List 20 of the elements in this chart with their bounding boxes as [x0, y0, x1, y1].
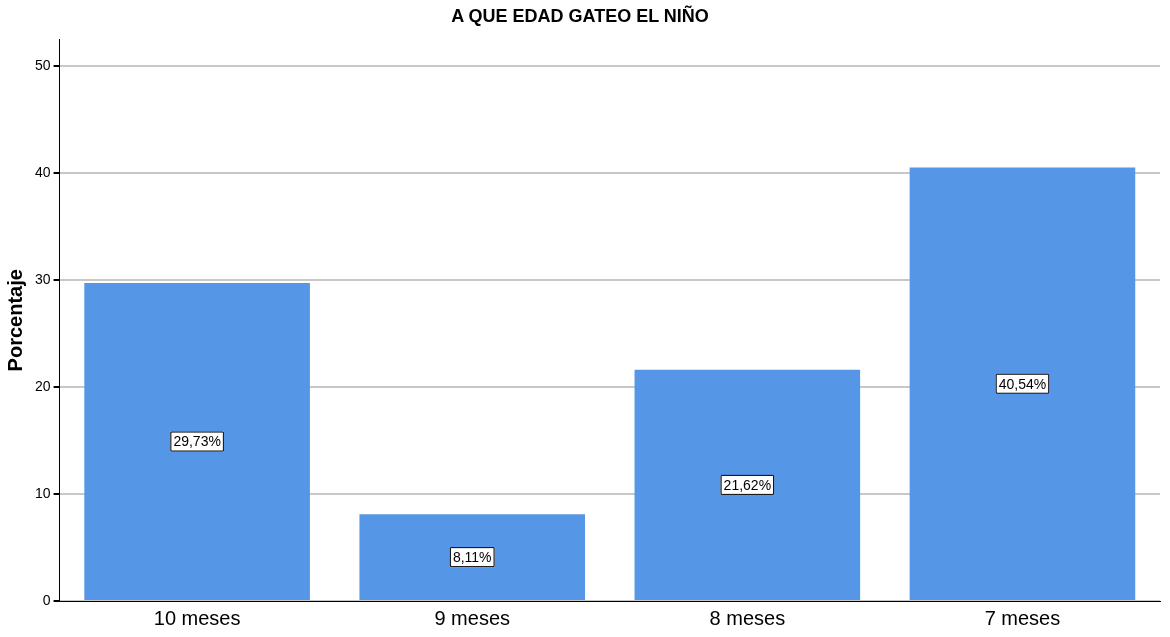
- bar: [359, 514, 586, 600]
- y-tick-label: 40: [34, 164, 51, 181]
- y-tick-label: 0: [42, 591, 51, 608]
- x-tick-label: 10 meses: [153, 606, 241, 629]
- bar: [634, 369, 861, 600]
- data-label: 8,11%: [452, 549, 492, 565]
- y-tick-label: 50: [34, 57, 51, 74]
- data-label: 29,73%: [173, 433, 221, 450]
- y-tick-label: 10: [34, 484, 51, 501]
- y-axis-title: Porcentaje: [3, 269, 26, 372]
- bar: [84, 283, 310, 600]
- data-label: 40,54%: [998, 375, 1047, 392]
- y-tick-label: 30: [34, 271, 51, 288]
- x-tick-label: 8 meses: [709, 606, 786, 629]
- y-tick-label: 20: [34, 377, 51, 394]
- x-tick-label: 9 meses: [434, 606, 511, 629]
- chart-title: A QUE EDAD GATEO EL NIÑO: [451, 4, 709, 26]
- data-label: 21,62%: [723, 476, 772, 493]
- x-tick-label: 7 meses: [984, 606, 1061, 629]
- bar: [909, 167, 1136, 600]
